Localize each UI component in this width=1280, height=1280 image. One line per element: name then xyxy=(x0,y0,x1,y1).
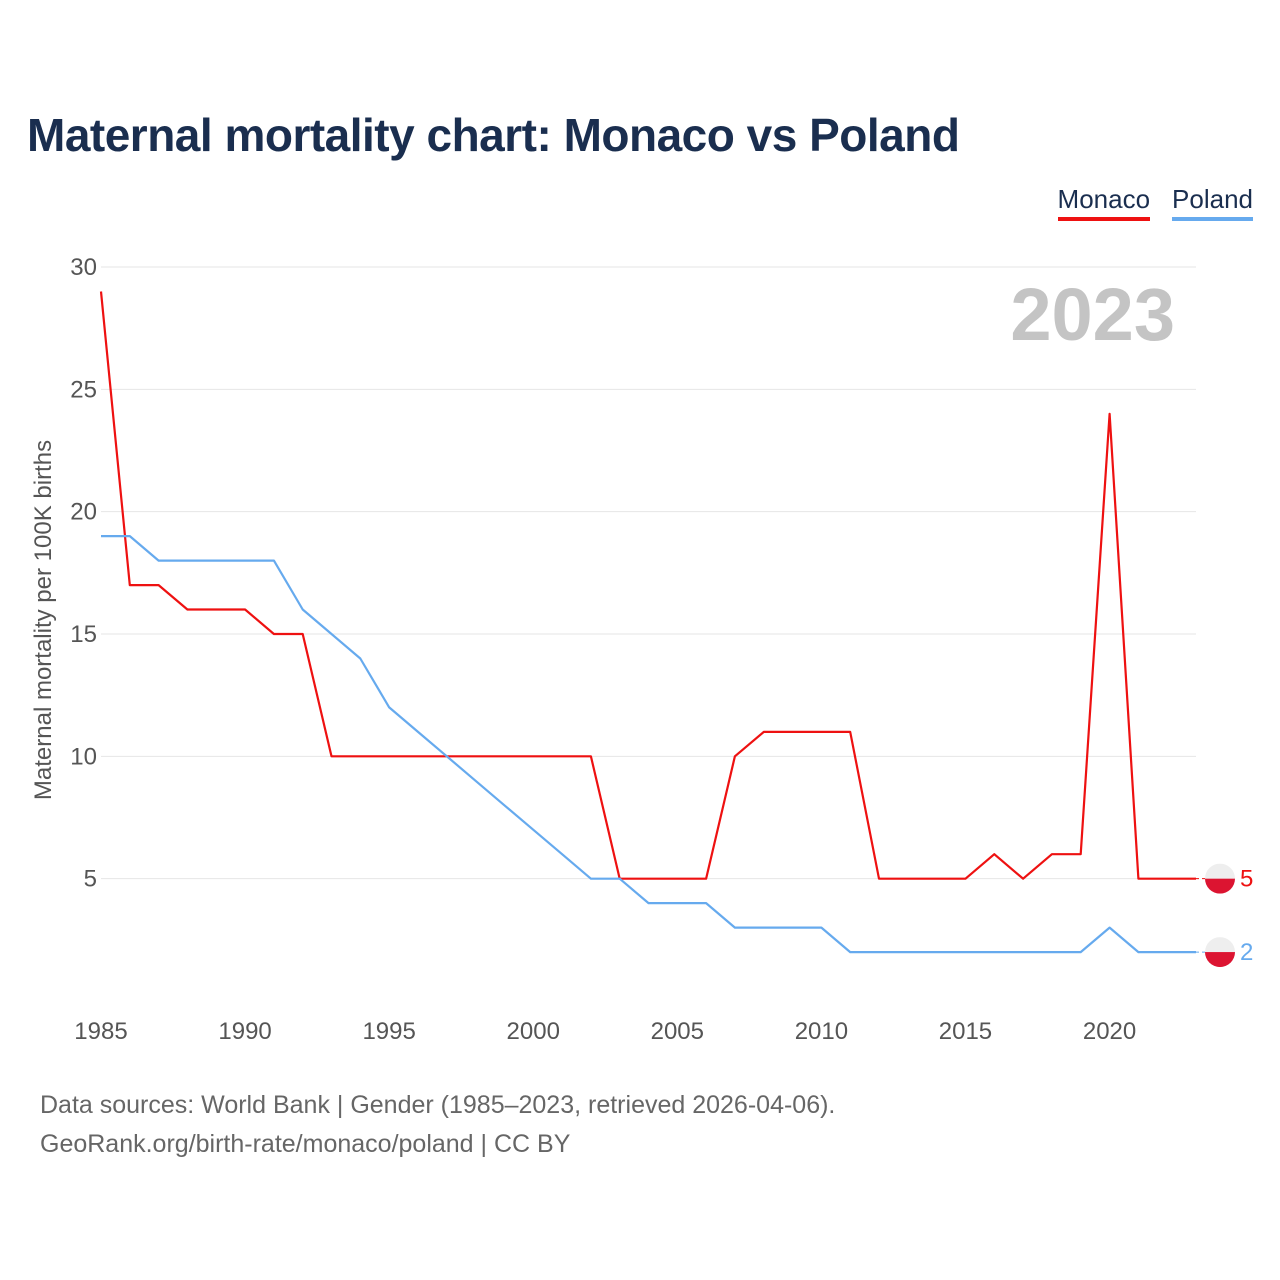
end-value-label-monaco: 5 xyxy=(1240,866,1253,893)
series-line-poland xyxy=(101,534,1196,954)
legend-item-poland[interactable]: Poland xyxy=(1172,184,1253,221)
year-label: 2023 xyxy=(1010,273,1175,356)
x-tick-label: 2005 xyxy=(651,1018,704,1045)
flag-icon-monaco xyxy=(1205,863,1235,894)
source-url-text: GeoRank.org/birth-rate/monaco/poland | C… xyxy=(40,1130,571,1158)
y-axis-label: Maternal mortality per 100K births xyxy=(30,440,57,800)
footer: Data sources: World Bank | Gender (1985–… xyxy=(40,1086,835,1164)
y-tick-label: 20 xyxy=(70,499,97,526)
x-tick-label: 1990 xyxy=(218,1018,271,1045)
y-tick-label: 15 xyxy=(70,621,97,648)
x-tick-label: 2015 xyxy=(939,1018,992,1045)
y-tick-label: 30 xyxy=(70,254,97,281)
series-end-markers: 52 xyxy=(1196,863,1253,968)
x-tick-label: 2010 xyxy=(795,1018,848,1045)
y-tick-label: 25 xyxy=(70,376,97,403)
x-tick-label: 1995 xyxy=(362,1018,415,1045)
y-tick-label: 5 xyxy=(84,866,97,893)
y-axis-ticks: 5 10 15 20 25 30 xyxy=(70,254,97,893)
x-tick-label: 2000 xyxy=(507,1018,560,1045)
flag-icon-poland xyxy=(1205,937,1235,968)
page-title: Maternal mortality chart: Monaco vs Pola… xyxy=(27,109,960,161)
x-tick-label: 2020 xyxy=(1083,1018,1136,1045)
x-axis-ticks: 1985 1990 1995 2000 2005 2010 2015 2020 xyxy=(74,1018,1136,1045)
y-tick-label: 10 xyxy=(70,743,97,770)
x-tick-label: 1985 xyxy=(74,1018,127,1045)
series-line-monaco xyxy=(99,291,1196,880)
data-source-text: Data sources: World Bank | Gender (1985–… xyxy=(40,1091,836,1119)
grid-lines xyxy=(101,266,1196,880)
series-lines xyxy=(99,291,1196,954)
end-value-label-poland: 2 xyxy=(1240,939,1253,966)
legend-item-monaco[interactable]: Monaco xyxy=(1057,184,1151,221)
chart-legend: Monaco Poland xyxy=(1057,184,1253,221)
